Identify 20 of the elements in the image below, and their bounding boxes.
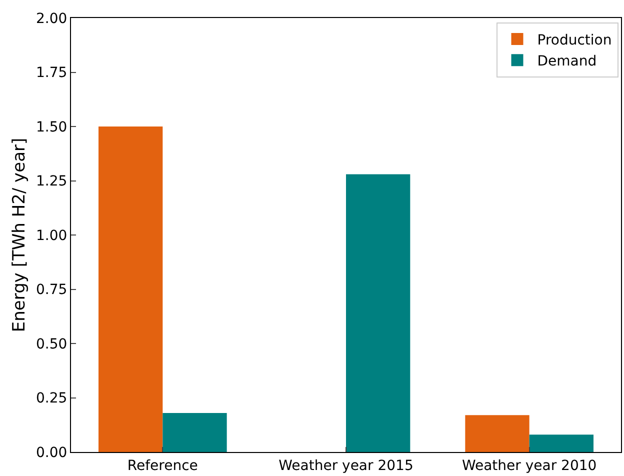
bar xyxy=(162,412,227,452)
bar xyxy=(465,415,530,452)
bar xyxy=(346,174,410,452)
y-tick-label: 1.00 xyxy=(36,228,68,244)
y-tick-label: 0.75 xyxy=(36,282,68,298)
y-tick-label: 1.75 xyxy=(36,65,68,82)
y-axis-title: Energy [TWh H2/ year] xyxy=(10,138,30,332)
y-tick-label: 0.50 xyxy=(36,336,68,352)
y-tick-label: 0.00 xyxy=(36,444,68,461)
y-tick-label: 0.25 xyxy=(36,390,68,407)
y-tick-label: 2.00 xyxy=(36,10,68,27)
y-tick-label: 1.25 xyxy=(36,174,68,190)
y-tick-label: 1.50 xyxy=(36,119,68,136)
bar xyxy=(529,434,594,452)
x-tick-label: Weather year 2010 xyxy=(462,458,597,474)
bar xyxy=(98,126,163,452)
legend-label: Demand xyxy=(537,54,597,70)
x-tick-label: Weather year 2015 xyxy=(278,458,414,474)
x-tick-label: Reference xyxy=(127,458,198,474)
legend-label: Production xyxy=(537,32,612,48)
